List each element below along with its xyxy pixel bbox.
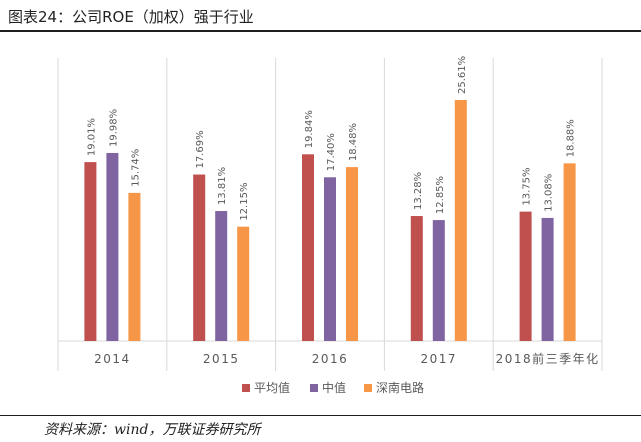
x-tick-label: 2016: [312, 352, 349, 366]
bar-深南电路-2017: [454, 100, 467, 341]
bar-中值-2016: [324, 177, 336, 341]
x-tick-label: 2015: [203, 352, 240, 366]
bar-深南电路-2014: [128, 192, 141, 341]
data-label: 13.08%: [544, 174, 555, 212]
bar-平均值-2016: [302, 154, 314, 341]
legend-label: 深南电路: [376, 380, 424, 395]
bar-中值-2014: [106, 152, 119, 341]
top-rule: [0, 30, 641, 32]
legend-swatch-中值: [310, 384, 318, 392]
x-tick-label: 2017: [421, 352, 458, 366]
data-label: 17.40%: [326, 133, 337, 171]
bar-中值-2018前三季年化: [541, 217, 554, 341]
bar-中值-2017: [432, 220, 445, 341]
data-label: 18.48%: [348, 123, 359, 161]
data-label: 19.98%: [108, 109, 119, 147]
bar-中值-2015: [215, 211, 228, 341]
data-label: 19.84%: [304, 110, 315, 148]
data-label: 12.85%: [435, 176, 446, 214]
data-label: 13.81%: [217, 167, 228, 205]
source-note: 资料来源：wind，万联证券研究所: [44, 422, 261, 438]
data-label: 17.69%: [195, 130, 206, 168]
legend-label: 平均值: [254, 380, 290, 395]
data-label: 18.88%: [566, 119, 577, 157]
x-tick-label: 2014: [94, 352, 131, 366]
data-label: 15.74%: [130, 149, 141, 187]
legend-swatch-深南电路: [364, 384, 372, 392]
data-label: 12.15%: [239, 183, 250, 221]
bar-平均值-2015: [193, 174, 206, 341]
bar-深南电路-2015: [237, 226, 250, 341]
bar-平均值-2018前三季年化: [519, 211, 532, 341]
figure-title: 图表24：公司ROE（加权）强于行业: [8, 8, 254, 26]
legend-label: 中值: [322, 380, 346, 395]
data-label: 25.61%: [457, 56, 468, 94]
x-tick-label: 2018前三季年化: [496, 351, 600, 366]
bottom-rule: [0, 415, 641, 416]
bar-深南电路-2016: [346, 167, 358, 341]
bar-平均值-2017: [410, 216, 423, 341]
bar-平均值-2014: [84, 162, 97, 341]
bar-深南电路-2018前三季年化: [563, 163, 576, 341]
data-label: 19.01%: [86, 118, 97, 156]
legend-swatch-平均值: [242, 384, 250, 392]
data-label: 13.28%: [413, 172, 424, 210]
data-label: 13.75%: [522, 167, 533, 205]
